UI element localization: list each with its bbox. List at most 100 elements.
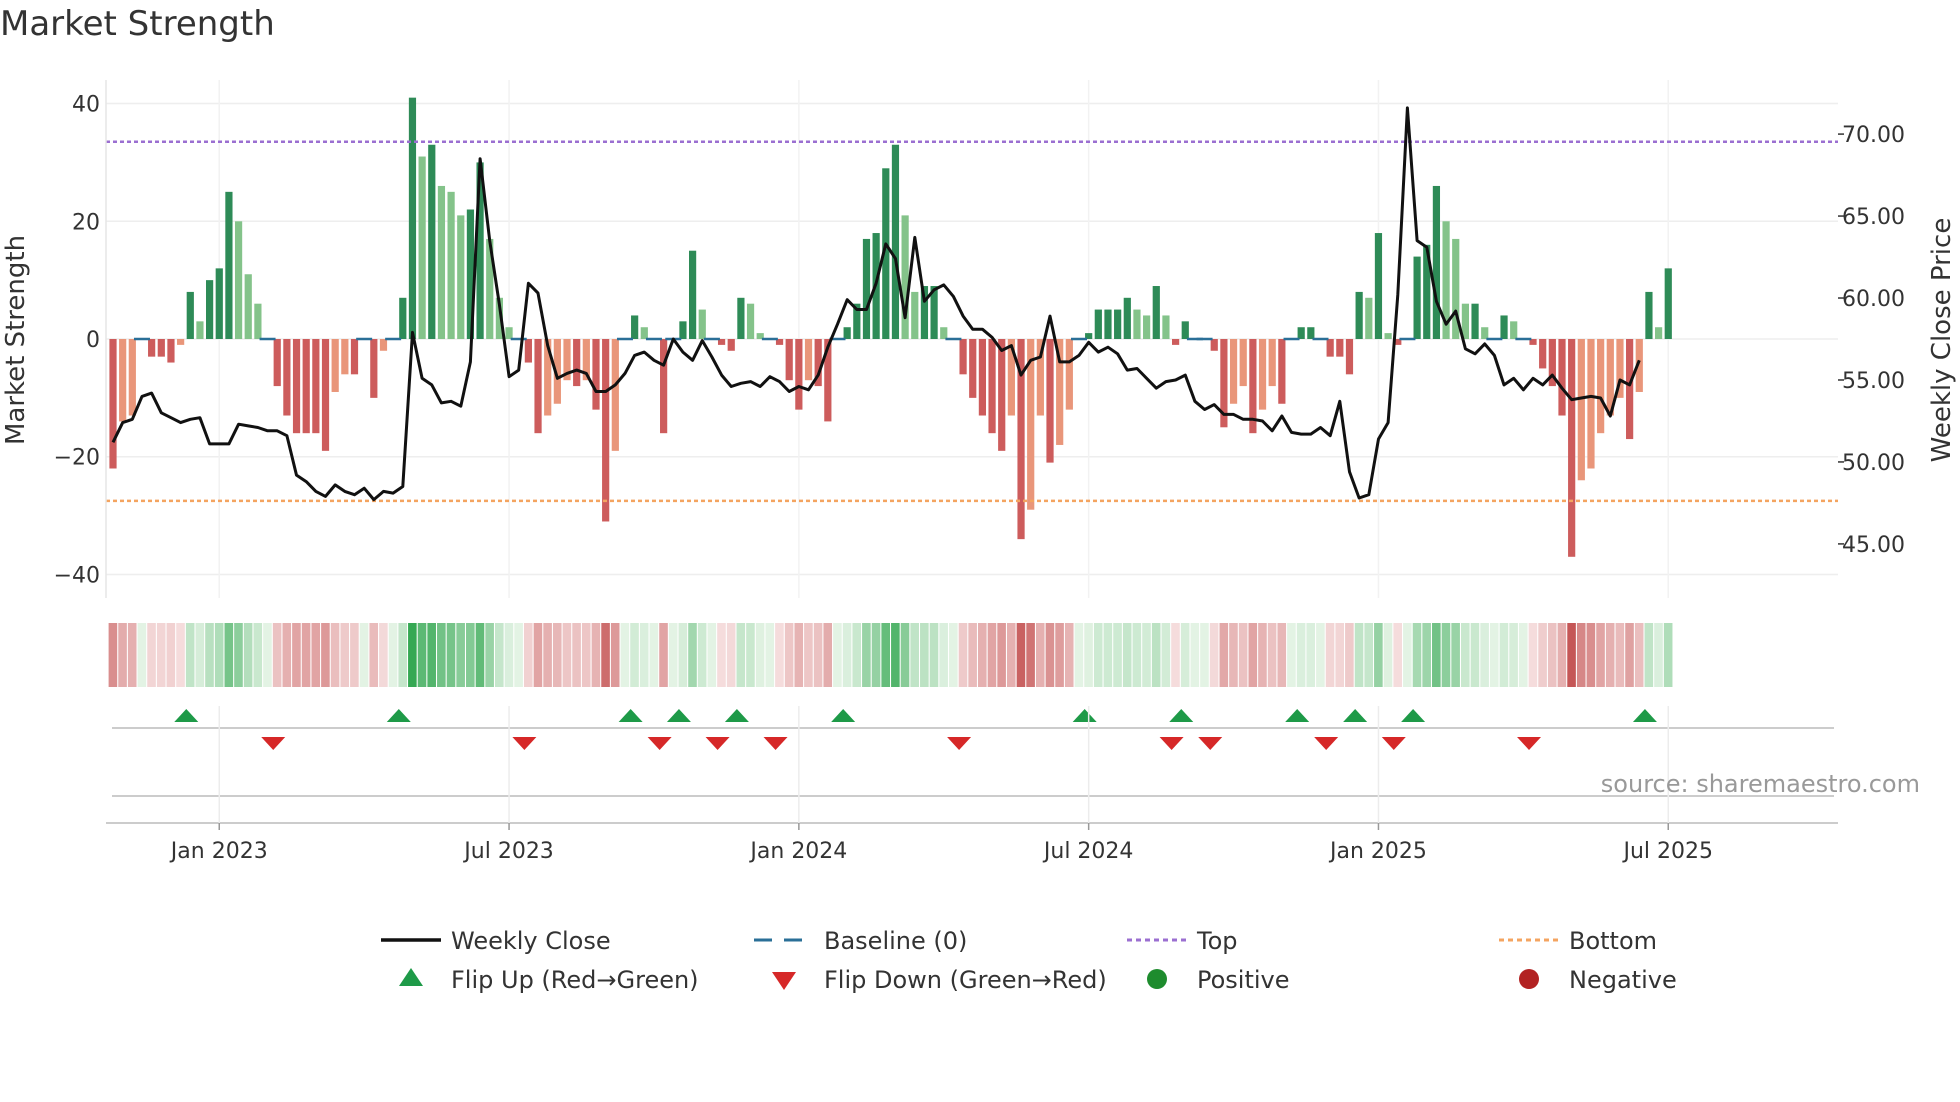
- strength-bar: [611, 339, 619, 451]
- strength-bar: [206, 280, 214, 339]
- strength-bar: [331, 339, 339, 392]
- strength-bar: [1046, 339, 1054, 463]
- heat-cell: [1296, 623, 1306, 687]
- heat-cell: [1016, 623, 1026, 687]
- strength-bar: [428, 144, 436, 339]
- strength-bar: [1655, 327, 1663, 339]
- strength-bar: [1384, 333, 1392, 339]
- heat-cell: [794, 623, 804, 687]
- strength-bar: [737, 297, 745, 339]
- heat-cell: [852, 623, 862, 687]
- heat-cell: [1518, 623, 1528, 687]
- flip-up-marker: [666, 709, 691, 722]
- heat-cell: [987, 623, 997, 687]
- legend-flip-up-label: Flip Up (Red→Green): [451, 966, 699, 994]
- right-tick-label: 60.00: [1842, 287, 1905, 312]
- heat-cell: [311, 623, 321, 687]
- strength-bar: [196, 321, 204, 339]
- strength-bar: [1143, 315, 1151, 339]
- heat-cell: [620, 623, 630, 687]
- heat-cell: [350, 623, 359, 687]
- strength-bar: [573, 339, 581, 387]
- strength-bar: [1085, 333, 1093, 339]
- strength-bar: [1007, 339, 1015, 416]
- strength-bar: [283, 339, 291, 416]
- heat-cell: [678, 623, 688, 687]
- heat-cell: [813, 623, 823, 687]
- heat-cell: [1625, 623, 1634, 687]
- heat-cell: [1393, 623, 1402, 687]
- right-tick-label: 65.00: [1842, 205, 1905, 230]
- x-axis: Jan 2023 Jul 2023 Jan 2024 Jul 2024 Jan 2025…: [106, 706, 1838, 864]
- heat-cell: [147, 623, 156, 687]
- heat-cell: [253, 623, 263, 687]
- strength-bar: [1442, 221, 1450, 339]
- flip-up-marker: [1285, 709, 1310, 722]
- heat-cell: [1055, 623, 1064, 687]
- strength-bar: [1452, 238, 1460, 339]
- heat-cell: [156, 623, 166, 687]
- strength-bar: [775, 339, 784, 345]
- heat-cell: [842, 623, 852, 687]
- heat-cell: [1142, 623, 1151, 687]
- strength-bar: [1413, 256, 1421, 339]
- heat-cell: [243, 623, 253, 687]
- heat-cell: [301, 623, 311, 687]
- strength-bar: [824, 339, 832, 422]
- heat-cell: [127, 623, 137, 687]
- heat-cell: [601, 623, 610, 687]
- strength-bar: [1307, 327, 1315, 339]
- strength-bar: [486, 238, 494, 339]
- strength-bar: [1587, 339, 1595, 469]
- strength-bar: [969, 339, 977, 398]
- strength-bar: [1616, 339, 1624, 398]
- strength-bar: [853, 303, 861, 339]
- heat-cell: [1538, 623, 1547, 687]
- heat-cell: [871, 623, 881, 687]
- heat-cell: [437, 623, 446, 687]
- heat-cell: [137, 623, 147, 687]
- strength-bar: [959, 339, 967, 375]
- strength-bar: [186, 291, 194, 339]
- right-axis-title: Weekly Close Price: [1927, 218, 1957, 463]
- heat-cell: [1035, 623, 1045, 687]
- strength-bar: [1558, 339, 1566, 416]
- strength-bar: [1645, 291, 1653, 339]
- heat-cell: [746, 623, 755, 687]
- strength-bar: [1471, 303, 1479, 339]
- strength-bar: [998, 339, 1006, 451]
- strength-bar: [1461, 303, 1469, 339]
- heat-cell: [862, 623, 871, 687]
- strength-bar: [1432, 185, 1441, 339]
- heat-cell: [292, 623, 301, 687]
- strength-bar: [292, 339, 301, 434]
- heat-cell: [1364, 623, 1373, 687]
- heat-cell: [379, 623, 388, 687]
- heat-cell: [1596, 623, 1605, 687]
- heat-cell: [485, 623, 494, 687]
- strength-bar: [1606, 339, 1614, 416]
- heat-cell: [997, 623, 1006, 687]
- flip-up-marker: [724, 709, 749, 722]
- strength-bar: [495, 297, 503, 339]
- axes: 40 20 0 −20 −40 70.00 65.00 60.00 55.00 50.00 45.0…: [1, 80, 1957, 598]
- legend-bottom-label: Bottom: [1569, 927, 1657, 955]
- heat-cell: [736, 623, 746, 687]
- heat-cell: [833, 623, 842, 687]
- heat-cell: [881, 623, 890, 687]
- strength-bar: [756, 333, 764, 339]
- strength-bar: [476, 162, 484, 339]
- heat-cell: [1383, 623, 1393, 687]
- right-tick-label: 70.00: [1842, 123, 1905, 148]
- strength-bar: [302, 339, 310, 434]
- heat-cell: [543, 623, 552, 687]
- flip-markers: [174, 709, 1657, 750]
- strength-bar: [940, 327, 948, 339]
- strength-bar: [1664, 268, 1672, 339]
- source-label: source: sharemaestro.com: [1601, 770, 1920, 798]
- heat-cell: [1248, 623, 1258, 687]
- flip-down-marker: [763, 737, 788, 750]
- heat-cell: [1615, 623, 1625, 687]
- strength-bar: [524, 339, 532, 363]
- heat-cell: [330, 623, 340, 687]
